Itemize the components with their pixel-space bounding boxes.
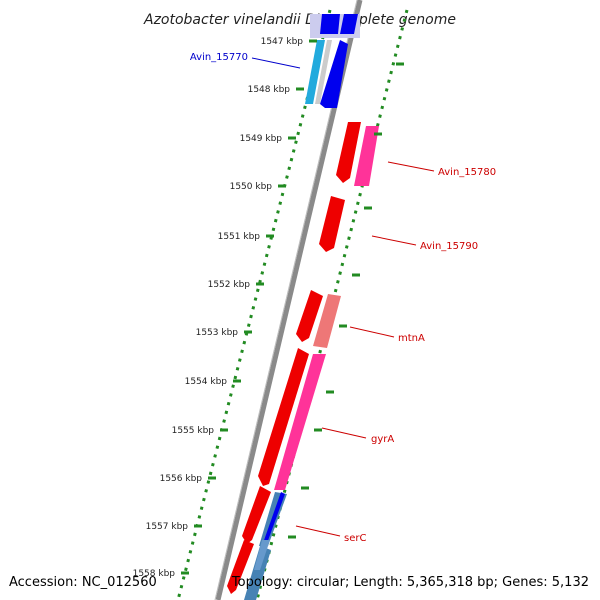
callout-line (349, 326, 395, 338)
ruler-tick-label: 1555 kbp (172, 426, 215, 436)
outer-ruler (255, 9, 409, 600)
gene-label[interactable]: serC (344, 533, 366, 544)
gene-label[interactable]: mtnA (398, 333, 425, 344)
gene-gyra-cds (274, 354, 326, 490)
gene-bottom-3 (254, 540, 270, 570)
accession-text: Accession: NC_012560 (9, 575, 157, 590)
gene-bottom-1 (227, 540, 254, 594)
callout-line (295, 525, 341, 537)
ruler-tick-label: 1550 kbp (230, 182, 273, 192)
ruler-tick-label: 1557 kbp (146, 522, 189, 532)
gene-label[interactable]: Avin_15770 (190, 52, 248, 63)
ruler-tick-label: 1548 kbp (248, 85, 291, 95)
ruler-tick-label: 1554 kbp (185, 377, 228, 387)
gene-avin-15770-rna (315, 40, 332, 104)
gene-avin-15770 (320, 40, 348, 108)
gene-bottom-2 (244, 546, 271, 600)
callout-line (251, 57, 301, 69)
gene-mtna (296, 290, 323, 342)
gene-avin-15770-cds (305, 40, 325, 104)
genome-summary-text: Topology: circular; Length: 5,365,318 bp… (231, 575, 589, 590)
gene-avin-15780-cds (354, 126, 379, 186)
callout-line (321, 427, 367, 439)
gene-forward-top-2 (340, 14, 358, 34)
inner-ruler (176, 9, 332, 600)
gene-avin-15790 (319, 196, 345, 252)
gene-label[interactable]: Avin_15780 (438, 167, 496, 178)
callout-line (371, 235, 417, 246)
ruler-tick-label: 1553 kbp (196, 328, 239, 338)
gene-serc-inner (262, 492, 285, 546)
gene-serc (242, 486, 271, 544)
gene-callouts: Avin_15770 Avin_15780 Avin_15790 mtnA gyrA se… (190, 52, 496, 544)
gene-label[interactable]: gyrA (371, 434, 394, 445)
ruler-tick-label: 1556 kbp (160, 474, 203, 484)
gene-mtna-cds (313, 294, 341, 348)
map-title: Azotobacter vinelandii DJ, complete geno… (143, 12, 456, 28)
ruler-ticks: 1547 kbp 1548 kbp 1549 kbp 1550 kbp 1551 kbp… (133, 37, 404, 579)
callout-line (387, 161, 435, 172)
ruler-tick-label: 1558 kbp (133, 569, 176, 579)
ruler-tick-label: 1547 kbp (261, 37, 304, 47)
gene-avin-15780 (336, 122, 361, 183)
gene-label[interactable]: Avin_15790 (420, 241, 478, 252)
ruler-tick-label: 1551 kbp (218, 232, 261, 242)
ruler-tick-label: 1549 kbp (240, 134, 283, 144)
gene-gyra (258, 348, 309, 486)
gene-forward-top-1 (320, 14, 340, 34)
ruler-tick-label: 1552 kbp (208, 280, 251, 290)
